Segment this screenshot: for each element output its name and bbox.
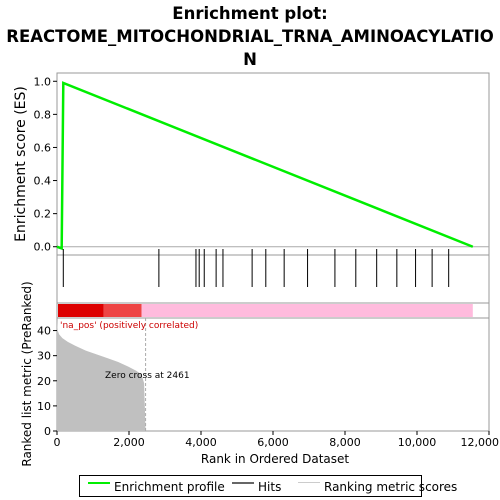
ranking-y-axis-label: Ranked list metric (PreRanked) — [20, 281, 34, 466]
title-line-3: N — [243, 50, 257, 69]
ranking-y-tick-label: 0 — [44, 425, 51, 438]
x-tick-label: 6,000 — [257, 436, 289, 449]
es-y-tick-label: 1.0 — [34, 75, 52, 88]
es-y-tick-label: 0.8 — [34, 108, 52, 121]
title-line-1: Enrichment plot: — [172, 4, 327, 23]
x-tick-label: 2,000 — [113, 436, 145, 449]
x-tick-label: 12,000 — [461, 436, 500, 449]
legend-ranking-metric-scores: Ranking metric scores — [324, 480, 458, 494]
x-axis-label: Rank in Ordered Dataset — [201, 452, 349, 466]
ranking-panel: 0 10 20 30 40 0 2,000 4,000 6,000 8,000 10,000 12,… — [20, 281, 499, 466]
hit-marks — [62, 249, 450, 287]
ranking-y-tick-label: 30 — [37, 350, 51, 363]
hits-panel — [56, 249, 490, 304]
es-y-axis-label: Enrichment score (ES) — [13, 86, 29, 242]
title-line-2: REACTOME_MITOCHONDRIAL_TRNA_AMINOACYLATI… — [6, 27, 494, 46]
legend: Enrichment profile Hits Ranking metric s… — [79, 475, 457, 497]
band-pink — [141, 304, 473, 317]
ranking-y-tick-label: 40 — [37, 325, 51, 338]
ranking-y-tick-label: 20 — [37, 375, 51, 388]
ranking-x-ticks: 0 2,000 4,000 6,000 8,000 10,000 12,000 — [54, 431, 500, 449]
es-y-tick-label: 0.6 — [34, 141, 52, 154]
ranking-metric-area — [57, 320, 146, 431]
es-y-ticks: 0.0 0.2 0.4 0.6 0.8 1.0 — [34, 75, 57, 254]
ranking-y-tick-label: 10 — [37, 400, 51, 413]
es-y-tick-label: 0.2 — [34, 208, 52, 221]
legend-enrichment-profile: Enrichment profile — [114, 480, 225, 494]
es-panel: 0.0 0.2 0.4 0.6 0.8 1.0 Enrichment score (ES) — [13, 72, 490, 256]
band-mid — [103, 304, 142, 317]
legend-hits-swatch — [232, 482, 254, 484]
zero-cross-label: Zero cross at 2461 — [105, 371, 190, 381]
ranking-y-ticks: 0 10 20 30 40 — [37, 325, 57, 438]
x-tick-label: 10,000 — [398, 436, 437, 449]
rank-color-band — [56, 302, 490, 319]
es-y-tick-label: 0.0 — [34, 241, 52, 254]
enrichment-profile-line — [56, 81, 474, 251]
x-tick-label: 8,000 — [329, 436, 361, 449]
hits-frame — [56, 254, 490, 304]
x-tick-label: 0 — [54, 436, 61, 449]
legend-hits: Hits — [258, 480, 282, 494]
x-tick-label: 4,000 — [185, 436, 217, 449]
band-positive — [58, 304, 104, 317]
legend-enrichment-swatch — [88, 482, 110, 484]
na-pos-label: 'na_pos' (positively correlated) — [60, 321, 198, 331]
legend-ranking-swatch — [298, 482, 320, 483]
es-y-tick-label: 0.4 — [34, 175, 52, 188]
